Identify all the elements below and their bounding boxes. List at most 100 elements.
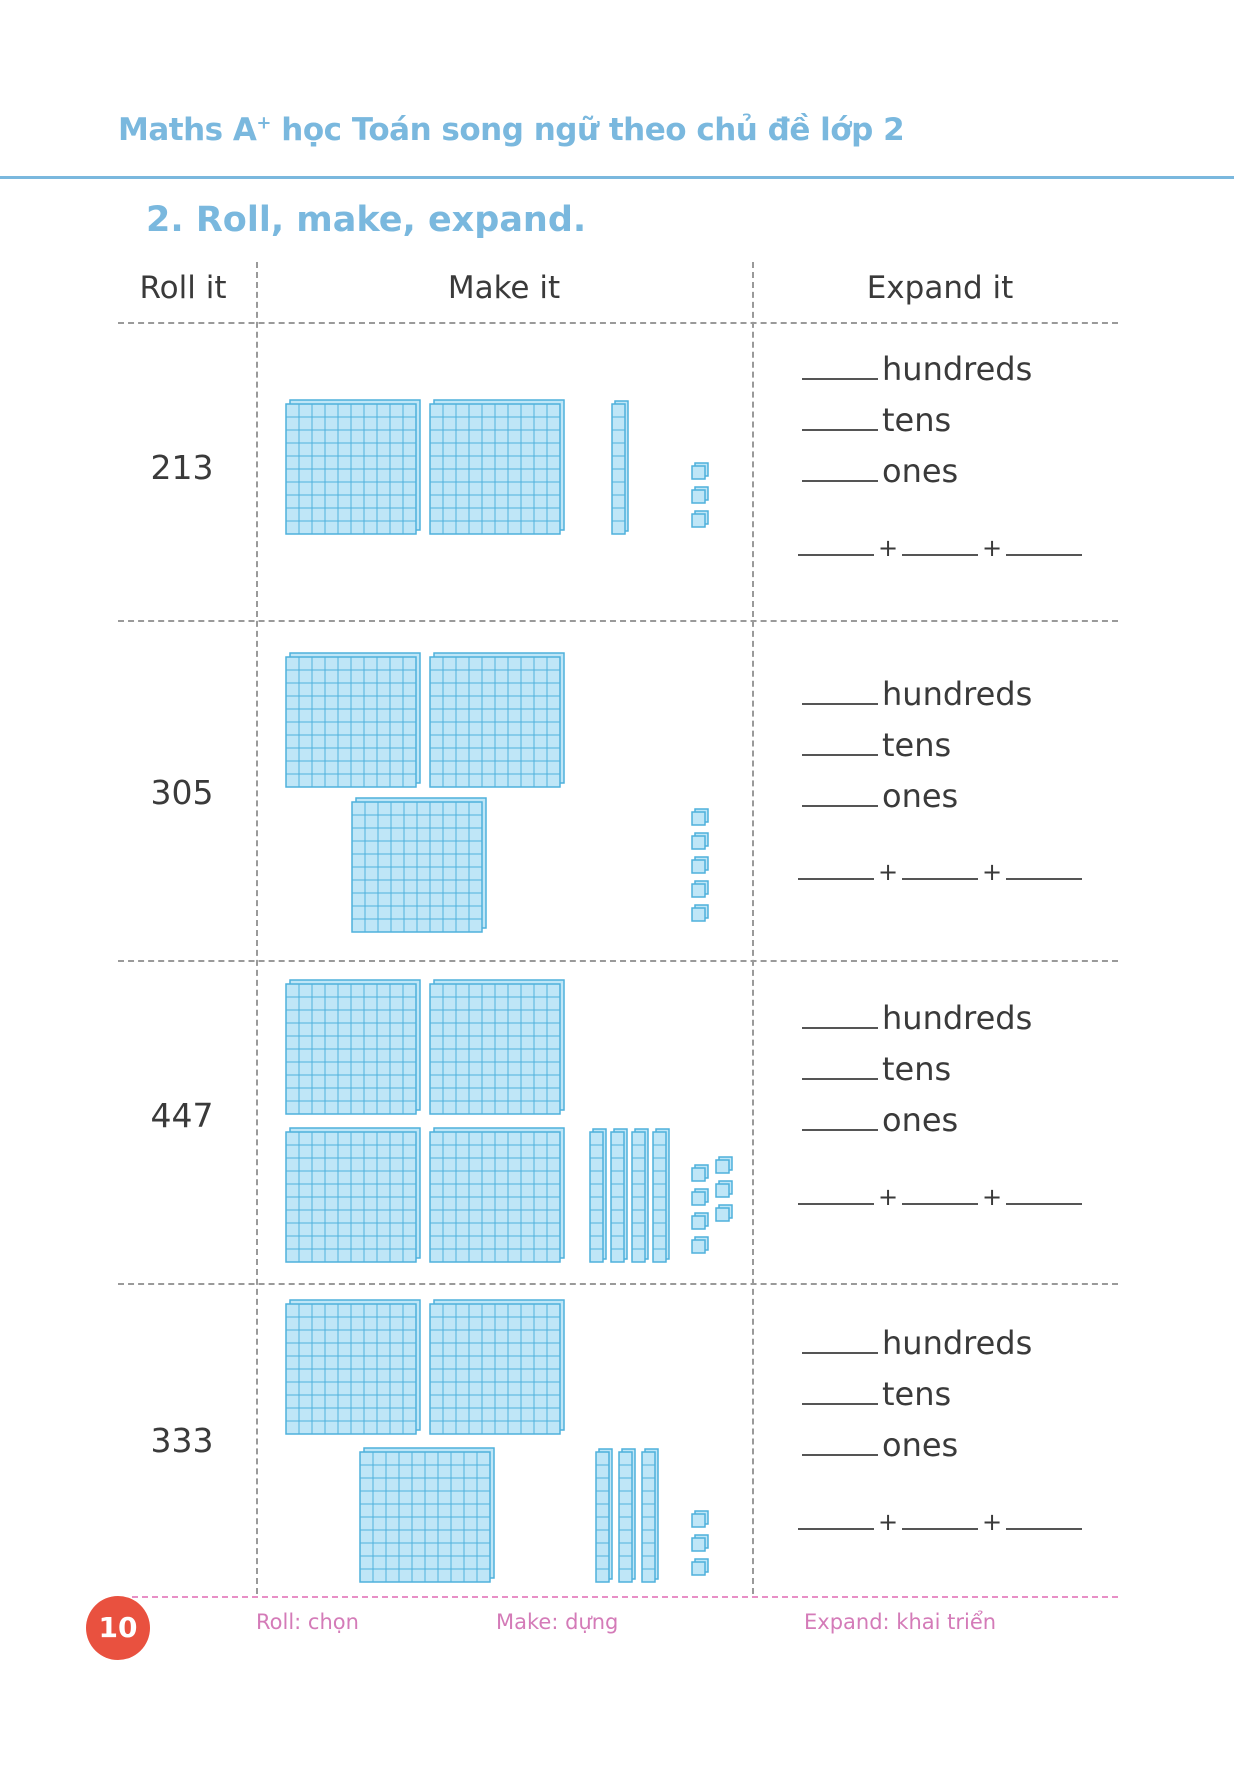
one-cube [691,808,709,826]
hundred-flat [285,652,421,788]
answer-blank[interactable] [902,878,978,880]
page-number-badge: 10 [86,1596,150,1660]
answer-blank[interactable] [1006,1203,1082,1205]
gloss-make: Make: dựng [496,1610,619,1634]
hundred-flat [429,1127,565,1263]
column-head-roll: Roll it [139,270,227,306]
roll-number: 333 [150,1421,214,1460]
row-divider [118,1283,1118,1285]
exercise-title: 2. Roll, make, expand. [146,200,587,240]
answer-blank[interactable] [802,754,878,756]
hundred-flat [351,797,487,933]
answer-blank[interactable] [802,805,878,807]
ones-line: ones [802,1101,958,1139]
hundred-flat [429,652,565,788]
row-divider [118,620,1118,622]
one-cube [691,1534,709,1552]
hundreds-line: hundreds [802,1324,1032,1362]
answer-blank[interactable] [798,554,874,556]
one-cube [715,1180,733,1198]
answer-blank[interactable] [902,554,978,556]
answer-blank[interactable] [802,378,878,380]
ten-rod [631,1128,649,1263]
roll-number: 447 [150,1096,214,1135]
tens-line: tens [802,401,951,439]
one-cube [691,1164,709,1182]
one-cube [691,856,709,874]
expanded-sum: + + [798,534,1082,562]
expanded-sum: + + [798,858,1082,886]
answer-blank[interactable] [802,1403,878,1405]
ten-rod [618,1448,636,1583]
roll-number: 213 [150,448,214,487]
answer-blank[interactable] [802,429,878,431]
one-cube [691,1188,709,1206]
column-divider [752,262,754,1594]
row-divider [118,322,1118,324]
hundreds-line: hundreds [802,350,1032,388]
one-cube [691,880,709,898]
hundred-flat [285,979,421,1115]
hundred-flat [285,1127,421,1263]
answer-blank[interactable] [802,1352,878,1354]
one-cube [691,832,709,850]
one-cube [691,462,709,480]
one-cube [691,1236,709,1254]
one-cube [715,1156,733,1174]
answer-blank[interactable] [902,1203,978,1205]
tens-line: tens [802,1050,951,1088]
hundred-flat [429,399,565,535]
column-divider [256,262,258,1594]
header-rule [0,176,1234,179]
roll-number: 305 [150,773,214,812]
answer-blank[interactable] [802,1027,878,1029]
hundreds-line: hundreds [802,675,1032,713]
answer-blank[interactable] [1006,554,1082,556]
ones-line: ones [802,777,958,815]
answer-blank[interactable] [802,480,878,482]
ten-rod [595,1448,613,1583]
ten-rod [589,1128,607,1263]
expanded-sum: + + [798,1508,1082,1536]
gloss-expand: Expand: khai triển [804,1610,997,1634]
answer-blank[interactable] [1006,1528,1082,1530]
book-title: Maths A+ học Toán song ngữ theo chủ đề l… [118,112,905,148]
answer-blank[interactable] [802,703,878,705]
column-head-expand: Expand it [866,270,1014,306]
one-cube [691,1212,709,1230]
hundreds-line: hundreds [802,999,1032,1037]
ones-line: ones [802,452,958,490]
tens-line: tens [802,726,951,764]
one-cube [691,510,709,528]
gloss-roll: Roll: chọn [256,1610,359,1634]
hundred-flat [429,979,565,1115]
hundred-flat [285,399,421,535]
answer-blank[interactable] [902,1528,978,1530]
ten-rod [610,1128,628,1263]
one-cube [691,486,709,504]
one-cube [691,1558,709,1576]
footer-divider [132,1596,1118,1598]
one-cube [691,1510,709,1528]
answer-blank[interactable] [798,1203,874,1205]
answer-blank[interactable] [802,1078,878,1080]
answer-blank[interactable] [798,1528,874,1530]
one-cube [715,1204,733,1222]
hundred-flat [285,1299,421,1435]
expanded-sum: + + [798,1183,1082,1211]
hundred-flat [359,1447,495,1583]
ten-rod [652,1128,670,1263]
row-divider [118,960,1118,962]
answer-blank[interactable] [802,1454,878,1456]
column-head-make: Make it [447,270,561,306]
ten-rod [611,400,629,535]
ten-rod [641,1448,659,1583]
answer-blank[interactable] [1006,878,1082,880]
one-cube [691,904,709,922]
answer-blank[interactable] [802,1129,878,1131]
answer-blank[interactable] [798,878,874,880]
hundred-flat [429,1299,565,1435]
ones-line: ones [802,1426,958,1464]
tens-line: tens [802,1375,951,1413]
